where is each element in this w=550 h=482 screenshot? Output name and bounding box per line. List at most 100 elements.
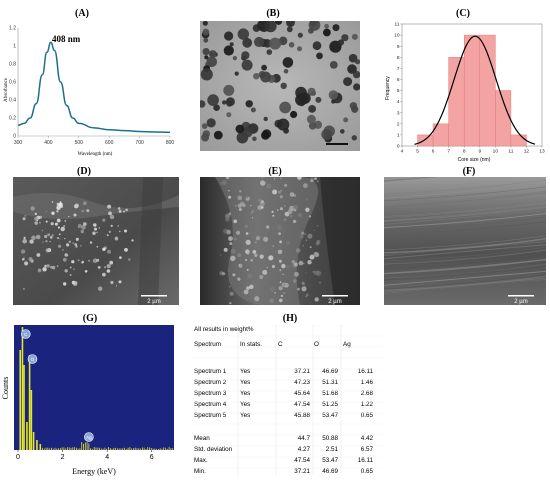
- sem-speck: [237, 253, 242, 258]
- sem-speck: [47, 233, 51, 237]
- sem-speck: [246, 286, 250, 290]
- sem-speck: [271, 264, 276, 269]
- nanoparticle: [299, 92, 311, 104]
- sem-speck: [62, 249, 64, 251]
- sem-speck: [223, 247, 228, 252]
- nanoparticle: [288, 42, 295, 48]
- sem-speck: [22, 257, 25, 261]
- sem-speck: [277, 258, 280, 260]
- scale-label-d: 2 µm: [147, 299, 160, 305]
- sem-speck: [279, 269, 282, 272]
- hist-x-tick-label: 4: [401, 149, 404, 155]
- sem-speck: [283, 229, 285, 231]
- table-cell: 1.22: [360, 401, 373, 408]
- nanoparticle: [241, 59, 253, 71]
- sem-streak: [384, 259, 546, 275]
- hist-y-tick-label: 10: [394, 33, 400, 39]
- nanoparticle: [224, 31, 234, 41]
- nanoparticle: [261, 64, 267, 71]
- eds-peak-marker: [20, 329, 31, 339]
- nanoparticle: [237, 28, 249, 40]
- uv-y-tick-label: 1: [13, 44, 16, 50]
- sem-speck: [257, 205, 263, 210]
- sem-speck: [297, 287, 300, 291]
- sem-speck: [310, 177, 314, 182]
- nanoparticle: [206, 118, 216, 128]
- sem-speck: [24, 215, 26, 217]
- nanoparticle: [308, 105, 316, 113]
- sem-speck: [282, 273, 284, 275]
- nanoparticle: [308, 122, 317, 130]
- nanoparticle: [241, 51, 250, 60]
- sem-speck: [20, 249, 26, 254]
- sem-speck: [240, 259, 242, 261]
- sem-speck: [106, 264, 111, 269]
- sem-speck: [56, 265, 59, 267]
- sem-streak: [384, 203, 546, 218]
- sem-speck: [23, 256, 25, 258]
- sem-speck: [96, 245, 99, 248]
- sem-speck: [238, 263, 243, 268]
- sem-speck: [50, 265, 53, 269]
- uv-x-tick-label: 800: [166, 140, 175, 146]
- sem-speck: [274, 178, 276, 180]
- sem-speck: [301, 281, 305, 285]
- nanoparticle: [351, 33, 358, 40]
- nanoparticle: [234, 71, 239, 76]
- sem-speck: [239, 190, 242, 193]
- sem-speck: [272, 245, 274, 247]
- nanoparticle: [202, 21, 208, 26]
- sem-speck: [88, 259, 90, 262]
- sem-speck: [109, 260, 114, 265]
- sem-speck: [51, 201, 54, 203]
- uv-x-tick-label: 700: [135, 140, 144, 146]
- sem-speck: [68, 216, 70, 218]
- sem-speck: [283, 283, 286, 286]
- sem-speck: [73, 213, 77, 217]
- sem-speck: [59, 201, 62, 204]
- sem-speck: [281, 263, 286, 269]
- table-cell: Mean: [194, 435, 210, 442]
- sem-speck: [244, 258, 248, 262]
- sem-speck: [259, 275, 264, 279]
- table-cell: 37.21: [294, 468, 310, 475]
- uv-y-tick-label: 0.4: [9, 98, 16, 104]
- scale-label-e: 2 µm: [328, 299, 341, 305]
- sem-speck: [299, 234, 304, 239]
- sem-speck: [304, 285, 306, 287]
- sem-speck: [280, 207, 283, 211]
- uv-x-tick-label: 300: [14, 140, 23, 146]
- sem-speck: [228, 195, 232, 199]
- panel-label-d: (D): [77, 166, 91, 177]
- sem-speck: [234, 204, 237, 207]
- sem-speck: [22, 217, 26, 221]
- eds-peak-marker: [84, 432, 94, 442]
- uv-y-tick-label: 0.6: [9, 80, 16, 86]
- table-cell: 2.51: [325, 446, 338, 453]
- sem-speck: [277, 249, 283, 255]
- sem-speck: [247, 273, 253, 279]
- sem-speck: [260, 180, 266, 186]
- sem-speck: [104, 266, 106, 269]
- sem-speck: [128, 258, 131, 261]
- sem-speck: [83, 201, 87, 205]
- table-cell: 2.68: [360, 390, 373, 397]
- hist-y-tick-label: 4: [397, 99, 400, 105]
- sem-speck: [305, 293, 309, 297]
- sem-speck: [244, 195, 249, 199]
- table-row: Min. 37.21 46.69 0.65: [193, 467, 383, 476]
- sem-streak: [384, 179, 546, 195]
- eds-plot-area: [14, 325, 174, 450]
- sem-speck: [233, 237, 237, 241]
- sem-speck: [102, 218, 106, 222]
- sem-speck: [284, 205, 286, 207]
- sem-speck: [46, 264, 50, 268]
- nanoparticle: [340, 129, 345, 134]
- eds-x-tick-label: 6: [150, 454, 154, 461]
- sem-speck: [60, 205, 63, 208]
- table-cell: 16.11: [357, 457, 373, 464]
- sem-speck: [45, 248, 50, 253]
- table-cell: C: [278, 341, 283, 348]
- sem-streak: [384, 265, 546, 281]
- sem-speck: [312, 270, 315, 273]
